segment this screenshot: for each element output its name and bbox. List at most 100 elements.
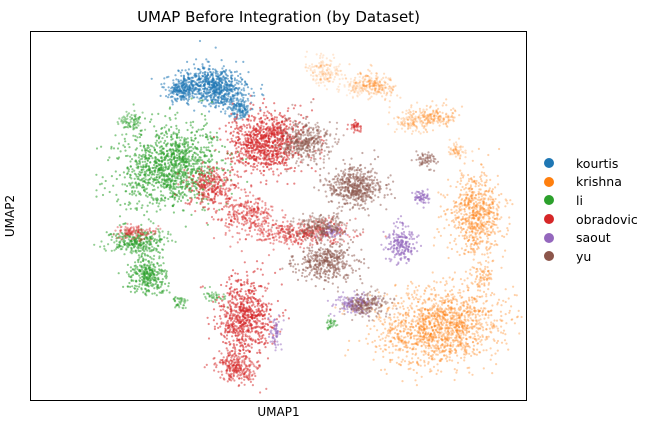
point-li [133,169,136,172]
point-krishna [419,116,422,119]
point-krishna [457,312,460,315]
point-kourtis [191,87,194,90]
point-krishna [415,293,418,296]
point-krishna [465,307,468,310]
point-kourtis [235,79,239,82]
point-krishna [459,146,462,149]
point-li [198,167,201,170]
point-krishna [420,312,423,315]
point-krishna [447,146,450,149]
point-li [163,186,166,189]
point-krishna [453,210,456,213]
point-krishna [444,326,447,329]
point-krishna [336,88,339,91]
point-krishna [478,204,482,207]
point-kourtis [228,92,231,95]
point-kourtis [236,92,239,95]
point-kourtis [211,87,214,90]
point-krishna [447,116,450,119]
point-kourtis [241,104,244,108]
point-krishna [315,53,318,56]
point-krishna [464,149,467,152]
point-krishna [415,352,418,355]
point-krishna [397,341,400,344]
point-krishna [429,332,432,335]
point-krishna [458,341,461,344]
point-krishna [468,200,471,203]
point-krishna [460,332,463,335]
point-krishna [455,185,458,189]
point-krishna [501,234,504,238]
point-li [128,146,131,149]
point-krishna [440,311,443,314]
point-krishna [392,304,395,307]
point-krishna [331,73,334,76]
point-krishna [442,102,445,105]
point-krishna [477,334,480,337]
point-krishna [333,78,336,81]
point-krishna [464,318,467,321]
point-krishna [475,330,478,333]
point-li [143,173,146,176]
point-kourtis [235,70,238,73]
point-krishna [470,221,474,224]
point-krishna [489,347,492,350]
point-kourtis [243,84,246,87]
point-krishna [507,348,510,351]
point-krishna [486,214,489,217]
point-krishna [480,171,483,174]
point-krishna [478,207,482,211]
point-krishna [425,108,428,111]
point-krishna [424,323,427,326]
point-kourtis [236,102,239,105]
point-krishna [489,203,492,206]
point-kourtis [215,104,218,107]
point-krishna [463,237,466,240]
point-krishna [482,367,485,370]
point-krishna [424,307,427,310]
point-kourtis [189,86,192,89]
point-krishna [441,303,444,306]
point-kourtis [235,107,238,110]
point-krishna [422,126,425,130]
point-krishna [413,311,416,314]
point-krishna [431,293,434,296]
point-krishna [382,331,385,334]
point-krishna [435,109,438,112]
point-krishna [431,312,434,315]
point-krishna [319,54,322,57]
point-krishna [448,356,451,359]
point-krishna [466,307,469,310]
point-krishna [328,68,331,71]
point-krishna [420,345,423,348]
point-krishna [457,196,460,199]
point-kourtis [172,82,175,85]
point-krishna [482,329,485,332]
point-krishna [462,344,465,347]
point-krishna [517,309,520,312]
point-krishna [444,324,448,327]
point-kourtis [173,88,176,91]
point-krishna [379,320,382,323]
point-li [190,164,193,168]
point-krishna [482,166,485,169]
point-li [157,205,160,208]
point-krishna [480,174,483,177]
point-krishna [449,307,452,310]
point-kourtis [198,97,201,100]
point-kourtis [197,90,200,93]
point-kourtis [246,109,249,112]
point-kourtis [243,101,246,104]
point-krishna [320,52,323,55]
point-krishna [471,150,474,153]
point-krishna [412,110,415,113]
point-kourtis [243,106,246,109]
point-krishna [448,138,451,141]
point-krishna [446,318,449,321]
point-krishna [502,299,505,302]
point-krishna [456,354,459,357]
point-li [190,97,193,100]
point-krishna [474,310,477,313]
point-krishna [449,306,453,310]
point-krishna [490,354,493,357]
